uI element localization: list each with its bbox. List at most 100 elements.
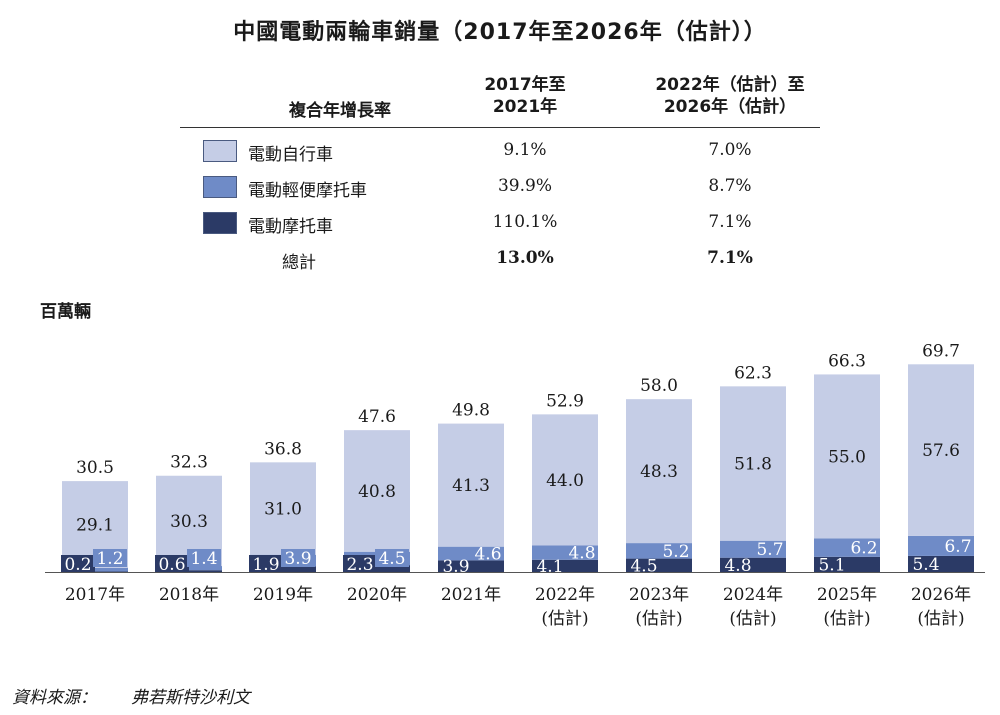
data-label-ebike: 48.3 xyxy=(640,462,678,482)
bar-segment-emoped xyxy=(814,538,880,557)
bar-segment-ebike xyxy=(438,423,504,547)
x-tick-label: (估計) xyxy=(729,609,776,629)
bar-total-label: 32.3 xyxy=(170,453,208,473)
bar-total-label: 69.7 xyxy=(922,341,960,361)
cagr-total-col2: 7.1% xyxy=(707,248,753,268)
bar-total-label: 52.9 xyxy=(546,391,584,411)
data-label-ebike: 55.0 xyxy=(828,447,866,467)
cagr-header-label: 複合年增長率 xyxy=(289,101,391,121)
data-label-emotorcycle: 3.9 xyxy=(442,557,469,577)
bar-segment-ebike xyxy=(532,414,598,546)
cagr-col1-header-line1: 2017年至 xyxy=(484,75,566,95)
cagr-col1-header-line2: 2021年 xyxy=(492,97,558,117)
data-label-emoped: 1.4 xyxy=(190,549,217,569)
bar-segment-emotorcycle xyxy=(814,556,880,572)
bar-segment-emoped xyxy=(438,546,504,561)
data-label-bg-emotorcycle xyxy=(155,555,189,573)
x-tick-label: 2018年 xyxy=(159,585,219,605)
cagr-total-col1: 13.0% xyxy=(496,248,554,268)
bar-segment-ebike xyxy=(908,364,974,536)
bar-total-label: 62.3 xyxy=(734,363,772,383)
bar-segment-emoped xyxy=(626,543,692,559)
data-label-emotorcycle: 0.6 xyxy=(158,555,185,575)
bar-total-label: 36.8 xyxy=(264,439,302,459)
x-tick-label: (估計) xyxy=(635,609,682,629)
data-label-emoped: 5.7 xyxy=(756,540,783,560)
data-label-ebike: 40.8 xyxy=(358,482,396,502)
data-label-bg-emoped xyxy=(93,549,127,567)
x-tick-label: 2017年 xyxy=(65,585,125,605)
cagr-ebike-col2: 7.0% xyxy=(708,140,752,160)
x-tick-label: 2021年 xyxy=(441,585,501,605)
data-label-emoped: 6.7 xyxy=(944,537,971,557)
data-label-emotorcycle: 2.3 xyxy=(346,555,373,575)
data-label-emoped: 6.2 xyxy=(850,539,877,559)
legend-label-emotorcycle: 電動摩托車 xyxy=(248,217,333,237)
data-label-emoped: 4.5 xyxy=(378,549,405,569)
data-label-emoped: 4.6 xyxy=(474,545,501,565)
data-label-emotorcycle: 4.5 xyxy=(630,556,657,576)
bar-segment-emoped xyxy=(908,535,974,556)
bar-segment-emoped xyxy=(720,540,786,558)
data-label-emoped: 5.2 xyxy=(662,542,689,562)
x-tick-label: 2020年 xyxy=(347,585,407,605)
data-label-ebike: 31.0 xyxy=(264,500,302,520)
x-tick-label: 2023年 xyxy=(629,585,689,605)
data-label-emotorcycle: 5.4 xyxy=(912,555,939,575)
bar-segment-emotorcycle xyxy=(908,555,974,572)
source-note: 資料來源： 弗若斯特沙利文 xyxy=(12,683,250,708)
bar-segment-emotorcycle xyxy=(532,559,598,572)
chart-title: 中國電動兩輪車銷量（2017年至2026年（估計）） xyxy=(233,20,767,45)
data-label-ebike: 30.3 xyxy=(170,512,208,532)
total-label: 總計 xyxy=(282,253,316,273)
data-label-ebike: 41.3 xyxy=(452,476,490,496)
source-label: 資料來源： xyxy=(12,688,97,708)
bar-total-label: 58.0 xyxy=(640,376,678,396)
data-label-bg-emotorcycle xyxy=(343,555,377,573)
x-tick-label: 2026年 xyxy=(911,585,971,605)
source-name: 弗若斯特沙利文 xyxy=(131,688,250,708)
data-label-emoped: 4.8 xyxy=(568,544,595,564)
bar-segment-emoped xyxy=(532,545,598,560)
bar-segment-ebike xyxy=(626,399,692,544)
data-label-emotorcycle: 4.1 xyxy=(536,557,563,577)
data-label-bg-emoped xyxy=(375,549,409,567)
cagr-col1-header: 2017年至 2021年 xyxy=(450,74,600,118)
data-label-emotorcycle: 0.2 xyxy=(64,555,91,575)
cagr-col2-header-line1: 2022年（估計）至 xyxy=(655,75,805,95)
bar-segment-ebike xyxy=(344,430,410,552)
table-header-rule xyxy=(180,127,820,128)
bar-total-label: 47.6 xyxy=(358,407,396,427)
legend-label-emoped: 電動輕便摩托車 xyxy=(248,181,367,201)
cagr-emoped-col1: 39.9% xyxy=(497,176,552,196)
cagr-emotorcycle-col1: 110.1% xyxy=(492,212,558,232)
x-tick-label: 2022年 xyxy=(535,585,595,605)
legend-swatch-emotorcycle xyxy=(203,212,237,234)
data-label-emotorcycle: 5.1 xyxy=(818,555,845,575)
bar-segment-ebike xyxy=(814,374,880,539)
cagr-emoped-col2: 8.7% xyxy=(708,176,752,196)
legend-swatch-emoped xyxy=(203,176,237,198)
data-label-bg-emoped xyxy=(187,549,221,567)
data-label-emotorcycle: 1.9 xyxy=(252,555,279,575)
cagr-emotorcycle-col2: 7.1% xyxy=(708,212,752,232)
data-label-emoped: 1.2 xyxy=(96,549,123,569)
bar-segment-ebike xyxy=(720,386,786,541)
data-label-bg-emotorcycle xyxy=(249,555,283,573)
x-tick-label: 2024年 xyxy=(723,585,783,605)
x-tick-label: (估計) xyxy=(541,609,588,629)
bar-total-label: 30.5 xyxy=(76,458,114,478)
x-tick-label: 2025年 xyxy=(817,585,877,605)
cagr-ebike-col1: 9.1% xyxy=(503,140,547,160)
data-label-ebike: 29.1 xyxy=(76,515,114,535)
bar-total-label: 49.8 xyxy=(452,401,490,421)
cagr-col2-header-line2: 2026年（估計） xyxy=(663,97,797,117)
bar-total-label: 66.3 xyxy=(828,351,866,371)
data-label-emotorcycle: 4.8 xyxy=(724,556,751,576)
data-label-bg-emoped xyxy=(281,549,315,567)
bar-segment-ebike xyxy=(250,462,316,555)
x-tick-label: (估計) xyxy=(823,609,870,629)
legend-swatch-ebike xyxy=(203,140,237,162)
unit-label: 百萬輛 xyxy=(40,302,91,322)
